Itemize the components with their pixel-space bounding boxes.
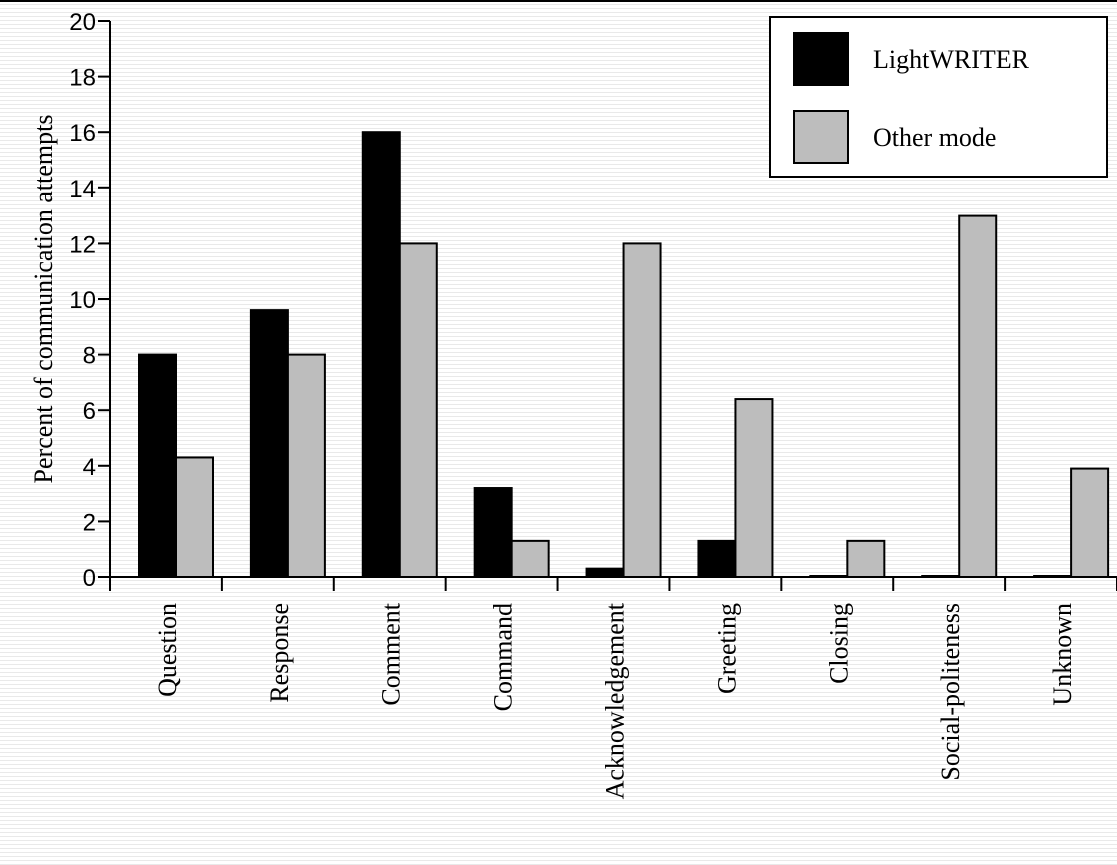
- y-tick-label: 4: [83, 454, 96, 481]
- bar-other-mode-question: [175, 456, 214, 578]
- bar-other-mode-unknown: [1070, 467, 1110, 578]
- bars-layer: [138, 131, 1110, 579]
- y-tick-label: 2: [83, 509, 96, 536]
- x-category-label-response: Response: [265, 603, 294, 703]
- bar-lightwriter-command: [473, 487, 513, 579]
- bar-other-mode-closing: [846, 539, 886, 578]
- x-category-label-closing: Closing: [824, 603, 853, 684]
- y-tick-label: 0: [83, 565, 96, 592]
- bar-lightwriter-comment: [361, 131, 401, 578]
- bar-lightwriter-response: [249, 309, 289, 578]
- y-tick-label: 14: [69, 176, 96, 203]
- bar-other-mode-response: [286, 353, 326, 578]
- axes-layer: 0 2 4 6 8 10 12 14 16 18 20 Question Response Comment…: [69, 9, 1117, 799]
- legend-swatch-other-mode: [793, 110, 849, 164]
- x-category-label-command: Command: [489, 603, 518, 711]
- y-tick-label: 20: [69, 9, 96, 36]
- y-tick-label: 8: [83, 343, 96, 370]
- y-tick-label: 10: [69, 287, 96, 314]
- bar-lightwriter-greeting: [697, 539, 737, 578]
- x-category-label-acknowledgement: Acknowledgement: [601, 602, 630, 799]
- bar-other-mode-acknowledgement: [622, 242, 662, 578]
- legend-swatch-lightwriter: [793, 32, 849, 86]
- legend-label-other-mode: Other mode: [873, 123, 996, 152]
- y-tick-label: 16: [69, 120, 96, 147]
- y-tick-label: 12: [69, 231, 96, 258]
- y-tick-label: 18: [69, 65, 96, 92]
- legend-label-lightwriter: LightWRITER: [873, 45, 1030, 74]
- x-category-label-unknown: Unknown: [1048, 603, 1077, 706]
- y-axis-title: Percent of communication attempts: [29, 115, 58, 484]
- bar-other-mode-comment: [398, 242, 438, 578]
- bar-other-mode-command: [510, 539, 550, 578]
- bar-lightwriter-acknowledgement: [585, 567, 625, 578]
- bar-other-mode-social-politeness: [958, 214, 998, 578]
- x-category-label-social-politeness: Social-politeness: [936, 603, 965, 781]
- x-category-label-comment: Comment: [377, 602, 406, 705]
- x-category-label-question: Question: [153, 603, 182, 697]
- bar-other-mode-greeting: [734, 398, 774, 578]
- y-tick-label: 6: [83, 398, 96, 425]
- legend: LightWRITER Other mode: [769, 16, 1108, 178]
- x-category-label-greeting: Greeting: [712, 603, 741, 694]
- bar-lightwriter-question: [138, 353, 177, 578]
